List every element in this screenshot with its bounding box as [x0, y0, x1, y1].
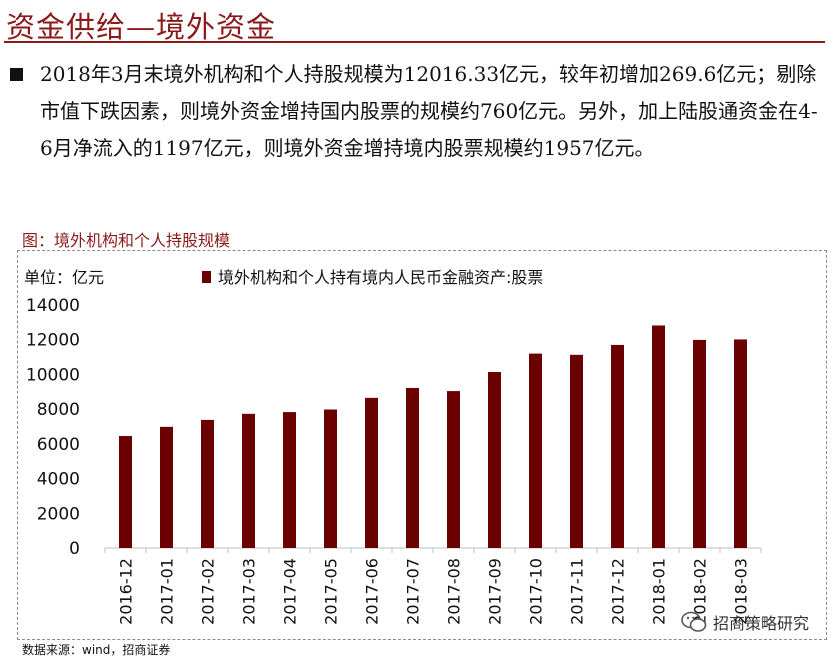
bar: [201, 419, 214, 548]
y-tick-label: 12000: [26, 331, 80, 351]
x-tick-label: 2017-11: [568, 558, 587, 625]
chart-frame: 单位：亿元 境外机构和个人持有境内人民币金融资产:股票 0 2000 4000 6000 8…: [17, 250, 827, 640]
bullet-square-icon: [10, 68, 23, 81]
x-tick-label: 2018-01: [650, 558, 669, 625]
x-tick-label: 2017-09: [486, 558, 505, 625]
x-tick-label: 2017-05: [322, 558, 341, 625]
x-tick-label: 2017-08: [445, 558, 464, 625]
x-tick-label: 2016-12: [117, 558, 136, 625]
bar: [488, 371, 501, 548]
bar: [529, 353, 542, 548]
title-divider: [4, 41, 825, 43]
legend-label: 境外机构和个人持有境内人民币金融资产:股票: [218, 268, 543, 287]
bar: [365, 397, 378, 548]
x-tick-label: 2017-06: [363, 558, 382, 625]
x-tick-label: 2017-04: [281, 558, 300, 625]
y-tick-label: 0: [69, 539, 80, 559]
y-tick-label: 4000: [37, 470, 80, 490]
bar: [570, 354, 583, 548]
x-tick-label: 2017-10: [527, 558, 546, 625]
data-source-note: 数据来源：wind，招商证券: [22, 643, 171, 657]
bar: [611, 344, 624, 548]
y-tick-label: 2000: [37, 504, 80, 524]
x-tick-label: 2017-01: [158, 558, 177, 625]
bar: [160, 426, 173, 548]
legend-swatch: [202, 271, 211, 283]
unit-label: 单位：亿元: [24, 268, 104, 287]
y-tick-label: 8000: [37, 400, 80, 420]
y-tick-label: 10000: [26, 365, 80, 385]
figure-caption: 图：境外机构和个人持股规模: [22, 231, 231, 250]
x-tick-label: 2017-02: [199, 558, 218, 625]
y-tick-label: 6000: [37, 435, 80, 455]
wechat-icon: [681, 611, 707, 633]
watermark: 招商策略研究: [681, 610, 809, 634]
x-tick-label: 2018-02: [691, 558, 710, 625]
x-tick-label: 2017-12: [609, 558, 628, 625]
watermark-text: 招商策略研究: [712, 614, 809, 633]
bar: [283, 412, 296, 548]
bar: [119, 436, 132, 548]
bar-chart: 单位：亿元 境外机构和个人持有境内人民币金融资产:股票 0 2000 4000 6000 8…: [24, 268, 762, 625]
summary-paragraph: 2018年3月末境外机构和个人持股规模为12016.33亿元，较年初增加269.…: [40, 62, 818, 160]
bar: [447, 391, 460, 548]
bar: [652, 325, 665, 548]
bar: [324, 409, 337, 548]
bar: [242, 413, 255, 548]
page-title: 资金供给—境外资金: [6, 10, 277, 44]
y-tick-label: 14000: [26, 296, 80, 316]
x-tick-label: 2017-03: [240, 558, 259, 625]
x-tick-label: 2018-03: [732, 558, 751, 625]
bar: [693, 339, 706, 548]
x-tick-label: 2017-07: [404, 558, 423, 625]
bar: [406, 387, 419, 548]
bar: [734, 339, 747, 548]
